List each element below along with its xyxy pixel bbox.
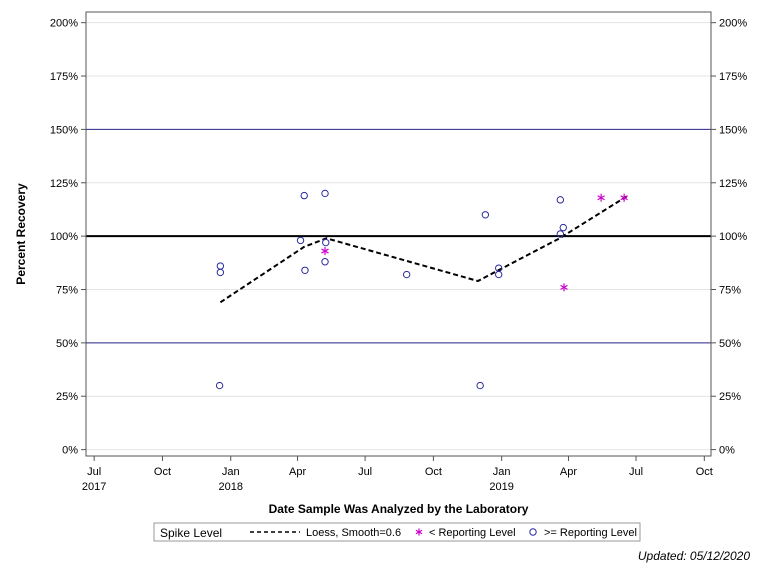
data-point-circle <box>481 211 490 219</box>
y-axis-title: Percent Recovery <box>14 183 28 285</box>
legend-symbol-circle <box>529 528 537 536</box>
data-point-circle <box>495 270 503 279</box>
x-tick-label: Jul <box>358 466 372 478</box>
data-point-star <box>321 247 329 256</box>
y-tick-label-right: 0% <box>719 445 735 457</box>
y-tick-label-right: 100% <box>719 231 747 243</box>
data-point-circle <box>322 238 330 247</box>
x-tick-label: Oct <box>425 466 442 478</box>
x-tick-label: Apr <box>560 466 577 478</box>
y-tick-label-left: 175% <box>50 71 78 83</box>
y-tick-label-left: 100% <box>50 231 78 243</box>
y-tick-label-right: 175% <box>719 71 747 83</box>
y-tick-label-left: 0% <box>62 445 78 457</box>
legend-entries: Loess, Smooth=0.6 < Reporting Level >= Rep… <box>250 527 637 539</box>
x-tick-year-label: 2017 <box>82 481 106 493</box>
x-tick-year-label: 2019 <box>489 481 513 493</box>
data-point-circle <box>296 236 305 245</box>
x-tick-label: Jan <box>493 466 511 478</box>
legend-box <box>153 522 641 542</box>
y-tick-label-right: 125% <box>719 178 747 190</box>
x-axis-title: Date Sample Was Analyzed by the Laborato… <box>269 502 529 516</box>
x-tick-year-label: 2018 <box>219 481 243 493</box>
y-tick-label-left: 25% <box>56 391 78 403</box>
plot-area-frame <box>85 11 712 457</box>
y-tick-label-left: 75% <box>56 285 78 297</box>
data-point-star <box>620 193 628 202</box>
loess-line <box>219 194 629 304</box>
data-point-circle <box>321 258 329 266</box>
x-tick-label: Oct <box>154 466 171 478</box>
data-point-circle <box>476 381 484 390</box>
data-point-circle <box>215 381 224 390</box>
x-tick-label: Apr <box>289 466 306 478</box>
data-point-circle <box>556 230 565 238</box>
x-tick-label: Oct <box>696 466 713 478</box>
data-point-circle <box>402 270 411 279</box>
legend: Spike Level Loess, Smooth=0.6 < Reporting… <box>153 522 641 542</box>
data-point-star <box>597 193 605 202</box>
legend-title: Spike Level <box>160 526 222 540</box>
legend-label: >= Reporting Level <box>544 527 637 539</box>
data-point-circle <box>300 191 308 200</box>
y-tick-label-right: 150% <box>719 124 747 136</box>
y-tick-label-left: 50% <box>56 338 78 350</box>
y-tick-label-left: 150% <box>50 124 78 136</box>
y-tick-label-left: 125% <box>50 178 78 190</box>
y-tick-label-right: 25% <box>719 391 741 403</box>
data-point-star <box>560 283 568 292</box>
reference-lines <box>86 128 711 344</box>
legend-symbol-star <box>415 528 423 536</box>
y-tick-label-right: 50% <box>719 338 741 350</box>
data-series <box>215 189 629 390</box>
legend-label: < Reporting Level <box>429 527 516 539</box>
y-tick-label-right: 75% <box>719 285 741 297</box>
x-tick-label: Jul <box>87 466 101 478</box>
data-point-circle <box>301 266 309 274</box>
axes: 0% 0% 25% 25% 50% 50% 75% 75% 100% 100% 125% 125% 15… <box>50 18 747 493</box>
data-point-circle <box>216 268 225 277</box>
legend-label: Loess, Smooth=0.6 <box>306 527 401 539</box>
updated-timestamp: Updated: 05/12/2020 <box>638 549 750 563</box>
y-tick-label-left: 200% <box>50 18 78 30</box>
data-point-circle <box>556 196 565 204</box>
x-tick-label: Jan <box>222 466 240 478</box>
data-point-circle <box>559 223 567 232</box>
y-tick-label-right: 200% <box>719 18 747 30</box>
data-point-circle <box>321 189 329 198</box>
x-tick-label: Jul <box>629 466 643 478</box>
